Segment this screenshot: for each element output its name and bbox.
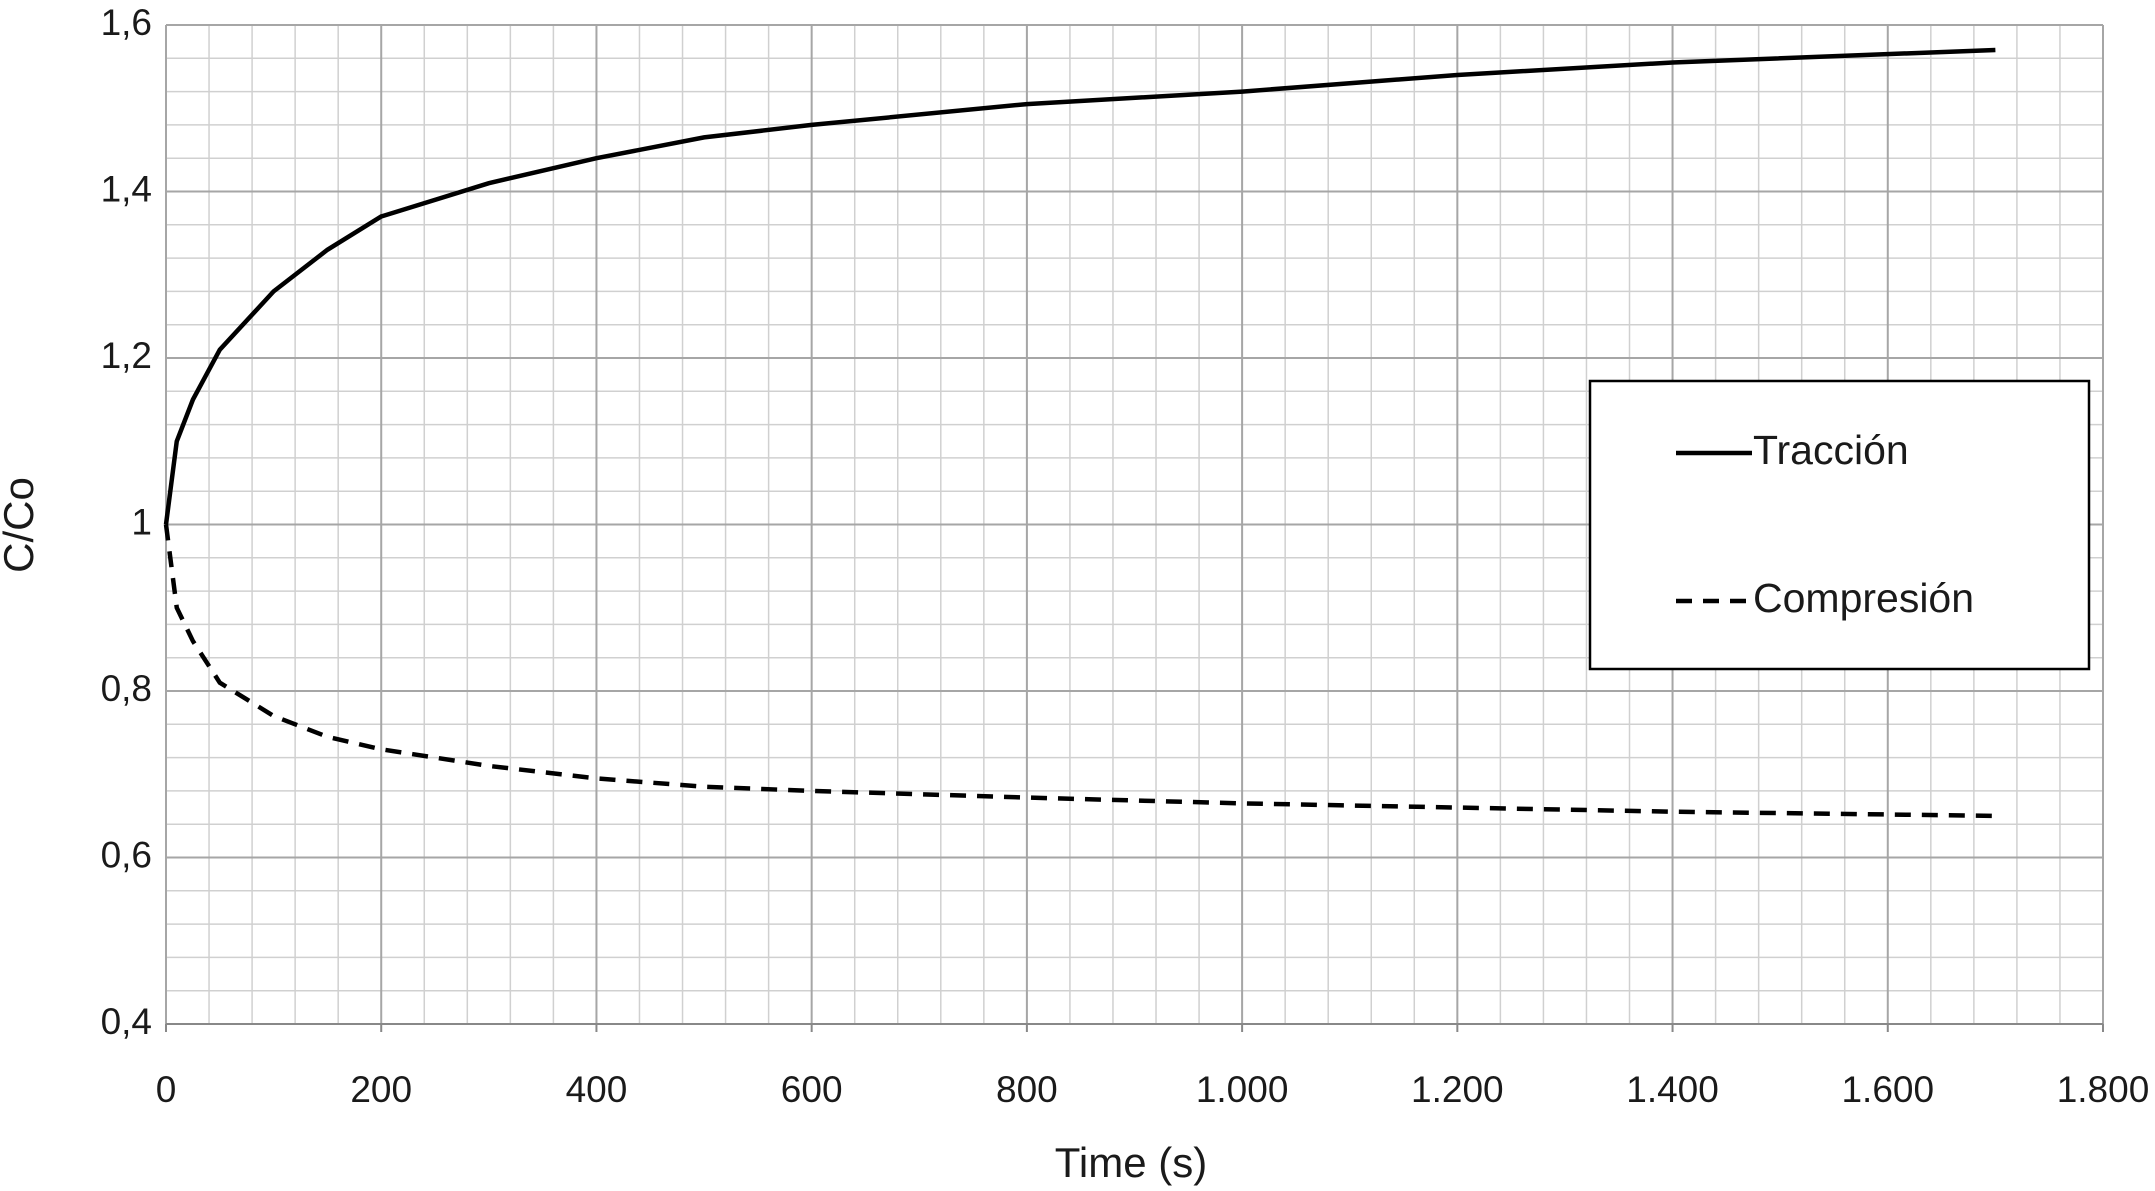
x-tick-label: 1.800 — [2057, 1069, 2150, 1110]
x-tick-label: 1.400 — [1626, 1069, 1719, 1110]
x-tick-label: 400 — [566, 1069, 628, 1110]
legend-label: Tracción — [1753, 427, 1909, 473]
y-tick-label: 1 — [131, 501, 152, 542]
line-series — [163, 524, 1996, 819]
legend-label: Compresión — [1753, 575, 1974, 621]
y-tick-label: 1,6 — [101, 2, 152, 43]
x-tick-label: 600 — [781, 1069, 843, 1110]
y-tick-label: 1,2 — [101, 335, 152, 376]
y-tick-label: 0,4 — [101, 1001, 152, 1042]
y-tick-label: 0,6 — [101, 834, 152, 875]
y-tick-label: 0,8 — [101, 668, 152, 709]
x-tick-label: 0 — [156, 1069, 177, 1110]
line-series — [163, 47, 1996, 525]
legend-box — [1588, 379, 2091, 671]
x-axis-title: Time (s) — [1055, 1139, 1207, 1186]
y-axis-title: C/Co — [0, 477, 42, 573]
y-tick-label: 1,4 — [101, 168, 152, 209]
x-tick-label: 800 — [996, 1069, 1058, 1110]
x-tick-label: 200 — [350, 1069, 412, 1110]
x-tick-label: 1.600 — [1841, 1069, 1934, 1110]
x-tick-label: 1.200 — [1411, 1069, 1504, 1110]
x-tick-label: 1.000 — [1196, 1069, 1289, 1110]
